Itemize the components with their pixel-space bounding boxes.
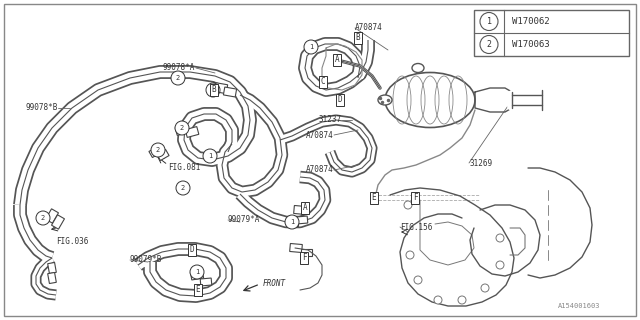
Text: E: E bbox=[196, 285, 200, 294]
Text: 2: 2 bbox=[41, 215, 45, 221]
Text: 1: 1 bbox=[208, 153, 212, 159]
Circle shape bbox=[496, 261, 504, 269]
Bar bbox=[474, 10, 629, 56]
Circle shape bbox=[458, 296, 466, 304]
Bar bbox=[294, 205, 307, 214]
Text: D: D bbox=[189, 245, 195, 254]
Bar bbox=[212, 82, 228, 94]
Circle shape bbox=[171, 71, 185, 85]
Text: E: E bbox=[372, 194, 376, 203]
Text: F: F bbox=[413, 194, 417, 203]
Circle shape bbox=[481, 284, 489, 292]
Text: A154001603: A154001603 bbox=[558, 303, 600, 309]
Bar bbox=[52, 215, 65, 229]
Text: A70874: A70874 bbox=[355, 23, 383, 33]
Circle shape bbox=[480, 12, 498, 30]
Text: 1: 1 bbox=[309, 44, 313, 50]
Bar bbox=[286, 218, 298, 226]
Ellipse shape bbox=[378, 95, 392, 105]
Circle shape bbox=[496, 234, 504, 242]
Circle shape bbox=[304, 40, 318, 54]
Circle shape bbox=[406, 251, 414, 259]
Ellipse shape bbox=[385, 73, 475, 127]
Text: A: A bbox=[303, 204, 307, 212]
Bar bbox=[301, 249, 312, 255]
Bar bbox=[48, 262, 56, 274]
Ellipse shape bbox=[412, 63, 424, 73]
Text: D: D bbox=[338, 95, 342, 105]
Circle shape bbox=[36, 211, 50, 225]
Text: A: A bbox=[335, 55, 339, 65]
Text: 1: 1 bbox=[290, 219, 294, 225]
Circle shape bbox=[414, 276, 422, 284]
Circle shape bbox=[175, 121, 189, 135]
Text: 99079*A: 99079*A bbox=[228, 215, 260, 225]
Circle shape bbox=[434, 296, 442, 304]
Text: B: B bbox=[356, 34, 360, 43]
Text: FRONT: FRONT bbox=[263, 278, 286, 287]
Bar bbox=[157, 149, 169, 161]
Text: FIG.081: FIG.081 bbox=[168, 164, 200, 172]
Text: A70874: A70874 bbox=[307, 165, 334, 174]
Text: 31269: 31269 bbox=[469, 158, 492, 167]
Bar bbox=[185, 127, 199, 137]
Text: W170062: W170062 bbox=[512, 17, 550, 26]
Text: 99078*A: 99078*A bbox=[163, 63, 195, 73]
Text: 2: 2 bbox=[486, 40, 492, 49]
Text: 2: 2 bbox=[181, 185, 185, 191]
Circle shape bbox=[285, 215, 299, 229]
Circle shape bbox=[203, 149, 217, 163]
Circle shape bbox=[206, 83, 220, 97]
Bar bbox=[45, 209, 58, 223]
Text: 2: 2 bbox=[176, 75, 180, 81]
Circle shape bbox=[190, 265, 204, 279]
Bar bbox=[48, 272, 56, 284]
Bar bbox=[175, 124, 189, 135]
Circle shape bbox=[480, 36, 498, 53]
Bar bbox=[296, 216, 308, 224]
Text: 31237: 31237 bbox=[319, 116, 342, 124]
Bar bbox=[190, 270, 204, 280]
Text: FIG.156: FIG.156 bbox=[400, 222, 433, 231]
Circle shape bbox=[176, 181, 190, 195]
Text: 1: 1 bbox=[486, 17, 492, 26]
Bar bbox=[290, 244, 302, 252]
Text: C: C bbox=[321, 77, 325, 86]
Text: 1: 1 bbox=[195, 269, 199, 275]
Bar bbox=[200, 278, 212, 286]
Text: 2: 2 bbox=[180, 125, 184, 131]
Bar bbox=[223, 87, 237, 97]
Text: W170063: W170063 bbox=[512, 40, 550, 49]
Text: FIG.036: FIG.036 bbox=[56, 237, 88, 246]
Text: 2: 2 bbox=[156, 147, 160, 153]
Circle shape bbox=[404, 201, 412, 209]
Text: 1: 1 bbox=[211, 87, 215, 93]
Text: 99079*B: 99079*B bbox=[130, 255, 163, 265]
Text: B: B bbox=[212, 85, 216, 94]
Bar bbox=[149, 147, 161, 157]
Text: 99078*B: 99078*B bbox=[26, 103, 58, 113]
Text: F: F bbox=[301, 253, 307, 262]
Text: A70874: A70874 bbox=[307, 131, 334, 140]
Circle shape bbox=[151, 143, 165, 157]
